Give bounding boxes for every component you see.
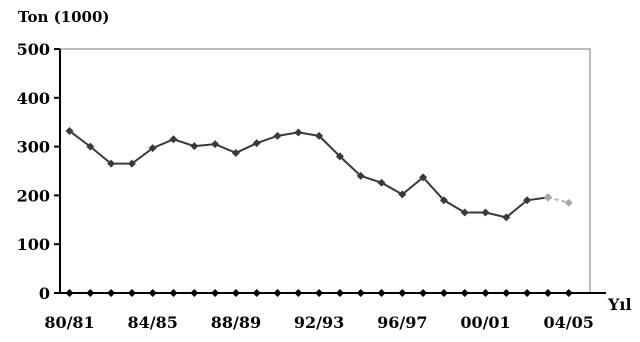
data-point	[481, 208, 490, 217]
data-point	[356, 171, 365, 180]
x-axis-label: Yıl	[607, 295, 632, 314]
x-tick-mark	[419, 289, 428, 297]
x-tick-mark	[273, 289, 282, 297]
x-tick-mark	[543, 289, 552, 297]
y-tick-label: 0	[39, 284, 50, 303]
data-point	[460, 208, 469, 217]
x-tick-mark	[65, 289, 74, 297]
x-tick-mark	[231, 289, 240, 297]
data-point	[315, 131, 324, 140]
x-tick-mark	[86, 289, 95, 297]
x-tick-mark	[169, 289, 178, 297]
x-tick-mark	[439, 289, 448, 297]
data-point	[294, 128, 303, 137]
data-point	[543, 193, 552, 202]
x-tick-mark	[252, 289, 261, 297]
x-tick-mark	[481, 289, 490, 297]
data-point	[148, 144, 157, 153]
series-1	[543, 193, 573, 207]
data-point	[398, 190, 407, 199]
x-tick-mark	[523, 289, 532, 297]
y-axis-label: Ton (1000)	[18, 8, 110, 26]
plot-area-border	[59, 48, 591, 294]
x-tick-mark	[107, 289, 116, 297]
x-tick-label: 04/05	[544, 313, 594, 332]
data-point	[127, 159, 136, 168]
x-tick-mark	[148, 289, 157, 297]
data-point	[231, 148, 240, 157]
x-tick-mark	[294, 289, 303, 297]
x-tick-label: 84/85	[128, 313, 178, 332]
data-point	[169, 135, 178, 144]
x-tick-mark	[564, 289, 573, 297]
x-tick-mark	[377, 289, 386, 297]
series-line	[547, 196, 569, 204]
x-tick-mark	[335, 289, 344, 297]
x-tick-label: 00/01	[460, 313, 510, 332]
data-point	[523, 196, 532, 205]
x-tick-mark	[190, 289, 199, 297]
x-tick-mark	[502, 289, 511, 297]
y-tick-label: 300	[17, 138, 50, 157]
y-tick-label: 200	[17, 186, 50, 205]
series-0	[65, 126, 552, 222]
data-point	[211, 140, 220, 149]
data-point	[419, 173, 428, 182]
data-point	[190, 142, 199, 151]
x-tick-label: 96/97	[377, 313, 427, 332]
y-tick-label: 500	[17, 40, 50, 59]
x-tick-mark	[127, 289, 136, 297]
y-tick-label: 400	[17, 89, 50, 108]
x-tick-label: 80/81	[44, 313, 94, 332]
data-point	[335, 152, 344, 161]
data-point	[107, 159, 116, 168]
x-tick-mark	[398, 289, 407, 297]
x-tick-mark	[356, 289, 365, 297]
x-tick-mark	[460, 289, 469, 297]
data-point	[564, 198, 573, 207]
series-line	[68, 130, 549, 219]
data-point	[439, 196, 448, 205]
data-point	[502, 213, 511, 222]
x-tick-label: 92/93	[294, 313, 344, 332]
x-tick-mark	[315, 289, 324, 297]
data-point	[252, 139, 261, 148]
data-point	[273, 131, 282, 140]
x-tick-mark	[211, 289, 220, 297]
data-point	[86, 142, 95, 151]
x-tick-label: 88/89	[211, 313, 261, 332]
y-tick-label: 100	[17, 235, 50, 254]
data-point	[377, 178, 386, 187]
data-point	[65, 126, 74, 135]
